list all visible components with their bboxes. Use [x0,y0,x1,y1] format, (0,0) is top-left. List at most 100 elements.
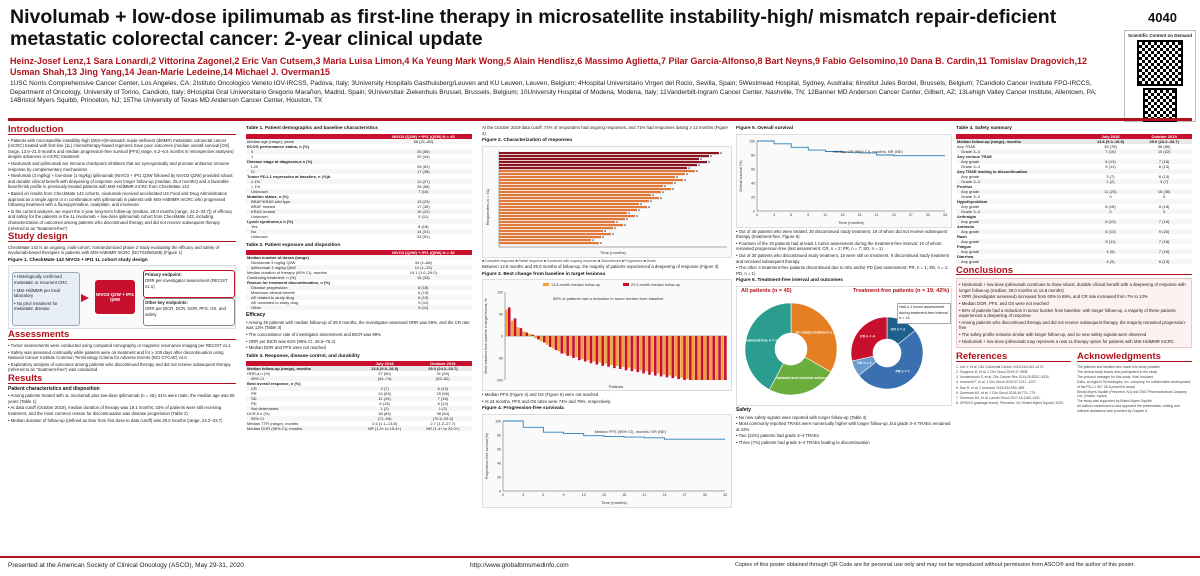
table-row: Any serious TRAE [956,154,1192,159]
efficacy-list: • Among 45 patients with median follow-u… [246,320,472,351]
table-header-cell [246,361,356,367]
table-cell: Any grade [956,258,1085,264]
waterfall-bar [569,336,572,356]
table-cell: NR (1.4+ to 15.4+) [355,426,414,432]
table-row: Median follow-up (range), months 13.8 (9.… [956,138,1192,144]
waterfall-bar [700,336,704,381]
table-row: 95% CI (71–94) (70.5–93.5) [246,416,472,422]
table-cell: (44–74) [355,376,414,382]
table-row: Mutation status, n (%) [246,194,472,199]
table-row: Asthenia [956,224,1192,229]
table-row: No 14 (31) [246,228,472,234]
results-subheading: Patient characteristics and disposition [8,385,100,392]
waterfall-bar [621,336,625,367]
table-cell [1084,198,1137,204]
table-row: Unknown 7 (16) [246,188,472,194]
table-row: Disease progression 8 (18) [246,285,472,291]
legend-swatch [543,283,549,287]
waterfall-bar [510,320,514,337]
response-marker [638,208,640,211]
table-cell [374,218,472,224]
table-row: Yes 8 (18) [246,224,472,229]
table-cell: KRAS mutant [246,208,375,214]
waterfall-bar [592,336,596,362]
qr-code-icon[interactable] [1137,40,1183,86]
table-cell: Any TRAE leading to discontinuation [956,168,1085,174]
waterfall-bar [618,336,622,370]
segment-label: PD n = 4 [860,334,874,338]
figure-4-caption: Figure 4. Progression-free survivala [482,406,564,412]
tick-label: 0 [502,493,504,497]
tick-label: 100 [495,419,501,423]
results-list: • Among patients treated with 1L nivolum… [8,393,236,423]
figure-2-legend: ■ Complete response ■ Partial response ■… [482,258,656,263]
table-cell: Hypothyroidism [956,198,1085,204]
table-row: IV 17 (38) [246,168,472,174]
table-cell: Any grade [956,188,1085,194]
tick-label: 0 [501,335,503,339]
bullet-item: • Median duration of follow-up (defined … [8,417,223,423]
bullet-item: • The concordance rate of investigator a… [246,331,381,337]
list-item: The protocol manager for this study: Noe… [1077,375,1154,380]
table-cell: 0 [1084,208,1137,214]
table-cell: Fatigue [957,243,972,249]
tick-label: 6 [790,213,792,217]
donut-segment [768,356,832,396]
table-cell: BRAF mutant [251,203,276,209]
poster-number: 4040 [1148,10,1177,25]
donut-segment [744,302,792,390]
table-row: Any TRAE leading to discontinuation [956,168,1192,174]
table-cell: 25 (56) [374,148,472,154]
tick-label: 15 [841,213,845,217]
section-references: References [956,352,1071,362]
response-marker [640,202,642,205]
figure-2-caption: Figure 2. Characterization of responsea [482,138,573,144]
responder-bar [499,202,639,205]
responder-bar [499,217,625,220]
table-row: Pruritus [956,184,1192,189]
column-3: At the October 2019 data cutoff, 74% of … [482,124,732,508]
table-cell: Grade 3–4 [961,163,980,169]
footer-url[interactable]: http://www.globalbmsmedinfo.com [470,562,569,569]
table-cell: 26 (58) [417,183,430,189]
waterfall-bar [659,336,663,377]
treatment-free-list: • Out of 45 patients who were treated, 3… [736,229,952,277]
table-row: Grade 3–4 7 (16) 10 (22) [956,148,1192,154]
table-header-cell [246,250,375,256]
tick-label: 12 [823,213,827,217]
table-cell: 10 (22) [1136,148,1192,154]
table-row: Hypothyroidism [956,198,1192,204]
responder-bar [499,172,685,175]
table-row: Ipilimumab 1 mg/kg Q6W 12 (1–23) [246,265,472,271]
waterfall-bar [601,336,605,367]
table-cell: (70.5–93.5) [413,416,472,422]
tick-label: 9 [807,213,809,217]
response-marker [684,178,686,181]
bullet-item: • In the current analysis, we report the… [8,208,233,231]
table-cell: 11 (24) [355,396,414,402]
list-item: 4. Innocenti F, et al. J Clin Oncol 2019… [956,380,1037,385]
tick-label: 27 [909,213,913,217]
bullet-item: • 84% of patients had a reduction in tum… [959,307,1176,319]
y-label: Overall survival (%) [739,160,743,191]
table-row: 95% CI (44–74) (53–82) [246,376,472,382]
figure-4-pfs: 0 20 40 60 80 100 0 3 6 9 12 15 18 21 24 27 30 33 Median P… [482,413,732,508]
response-marker [624,223,626,226]
waterfall-bar [557,336,561,352]
table-row: Median TTR (range), months 2.6 (1.1–13.8)… [246,421,472,426]
column-1: Introduction • Patients with microsatell… [8,124,236,424]
table-4-caption: Table 4. Safety summary [956,126,1012,131]
waterfall-bar [513,318,517,337]
table-cell: 6 (13) [418,290,429,296]
table-row: PD 6 (13) 6 (13) [246,401,472,406]
fig3-ylabel: Best reduction from baseline in target l… [484,299,488,374]
table-cell: 34 (1–68) [414,260,432,266]
table-row: Disease stage at diagnosis,a n (%) [246,158,472,164]
table-cell: Median follow-up (range), months [956,138,1085,144]
bullet-item: • Exploratory analysis of outcomes among… [8,361,231,373]
waterfall-bar [624,336,628,371]
fig3-inner: 85% of patients had a reduction in tumor… [553,296,664,301]
fig2-xlabel: Time (months) [600,250,626,255]
table-cell: ≥ 1% [246,178,375,184]
qr-code-icon-2[interactable] [1143,88,1177,122]
